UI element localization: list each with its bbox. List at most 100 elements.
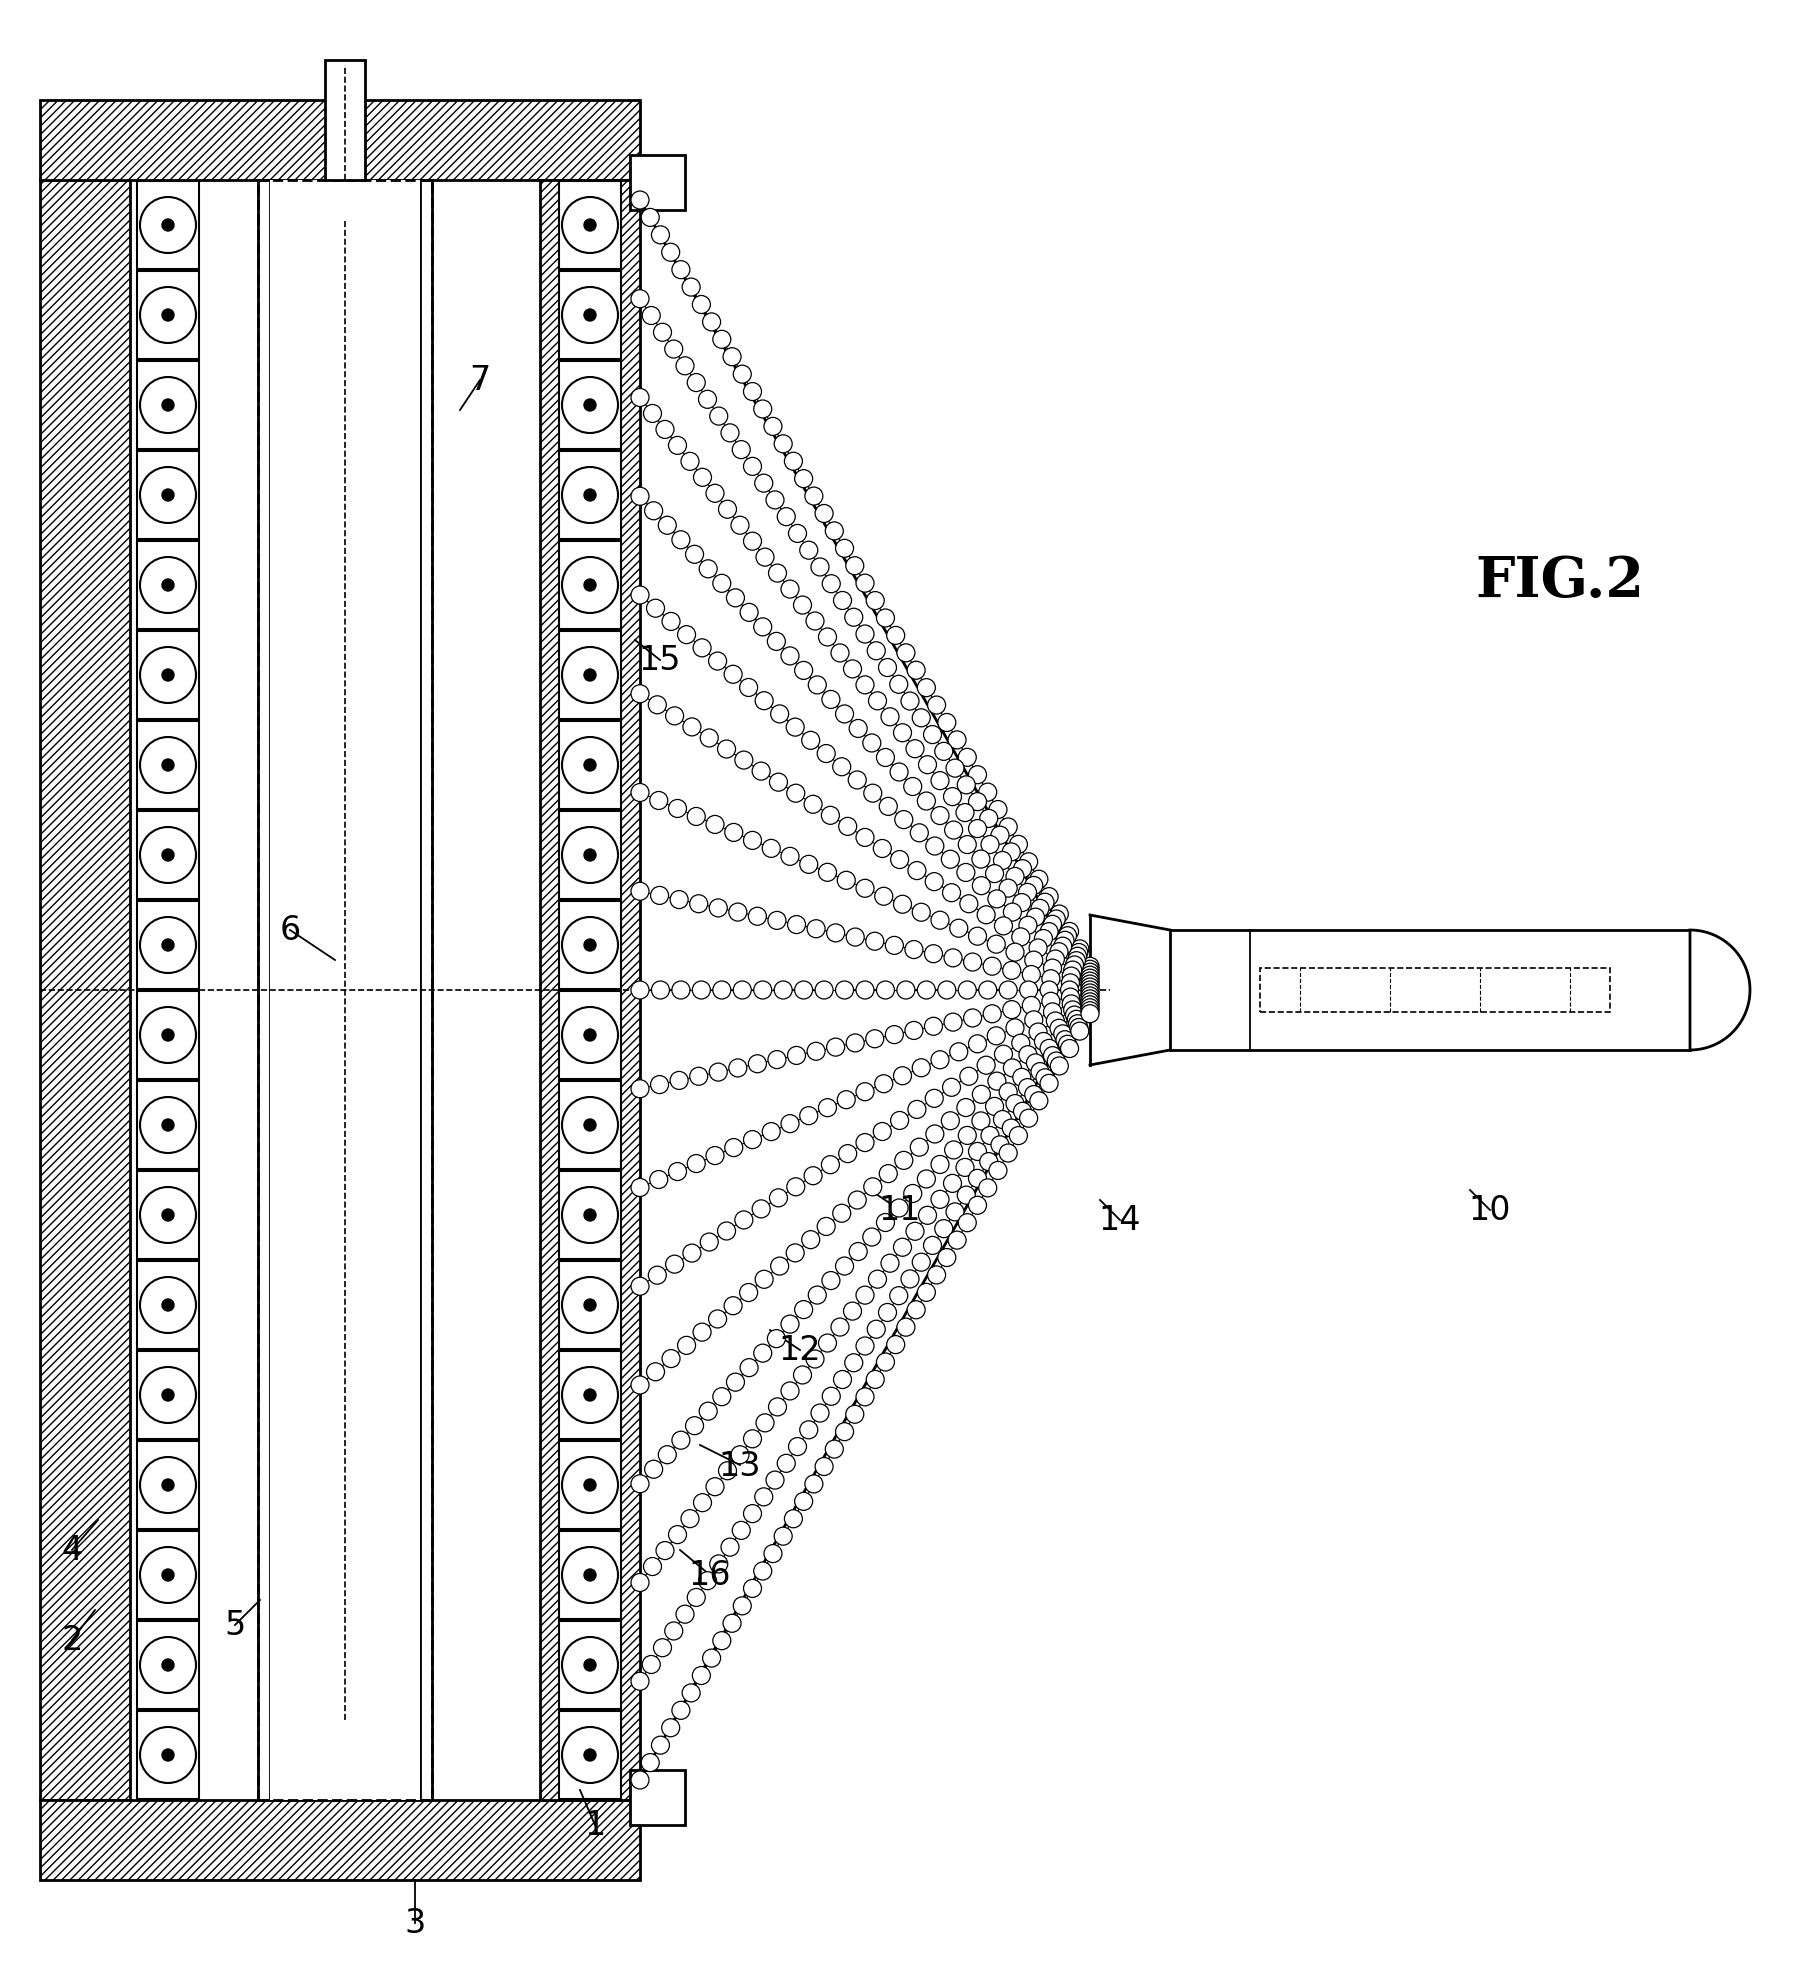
- Bar: [136, 1261, 198, 1348]
- Circle shape: [894, 1152, 913, 1170]
- Circle shape: [140, 1637, 196, 1693]
- Circle shape: [865, 1370, 884, 1388]
- Circle shape: [562, 378, 618, 434]
- Circle shape: [944, 1174, 962, 1192]
- Circle shape: [800, 855, 818, 873]
- Text: 6: 6: [280, 915, 300, 946]
- Circle shape: [1013, 1103, 1031, 1121]
- Circle shape: [838, 1091, 854, 1109]
- Circle shape: [562, 739, 618, 794]
- Circle shape: [838, 871, 854, 889]
- Circle shape: [725, 1138, 744, 1156]
- Circle shape: [978, 784, 996, 802]
- Circle shape: [682, 279, 700, 297]
- Circle shape: [945, 822, 964, 840]
- Circle shape: [744, 1131, 762, 1148]
- Circle shape: [1062, 988, 1080, 1006]
- Circle shape: [1004, 1002, 1020, 1020]
- Text: 14: 14: [1098, 1204, 1142, 1238]
- Circle shape: [856, 626, 874, 644]
- Circle shape: [838, 818, 856, 836]
- Circle shape: [669, 800, 687, 818]
- Circle shape: [754, 1489, 773, 1507]
- Circle shape: [669, 438, 687, 455]
- Circle shape: [562, 1546, 618, 1604]
- Circle shape: [918, 756, 936, 774]
- Circle shape: [771, 705, 789, 723]
- Circle shape: [693, 1495, 711, 1513]
- Circle shape: [562, 647, 618, 703]
- Circle shape: [658, 517, 676, 535]
- Circle shape: [814, 982, 833, 1000]
- Bar: [258, 180, 271, 1800]
- Text: 2: 2: [62, 1624, 82, 1657]
- Circle shape: [584, 940, 596, 952]
- Bar: [558, 1711, 622, 1800]
- Bar: [325, 61, 365, 180]
- Circle shape: [740, 604, 758, 622]
- Circle shape: [958, 776, 974, 794]
- Circle shape: [718, 501, 736, 519]
- Circle shape: [942, 1079, 960, 1097]
- Circle shape: [584, 1479, 596, 1491]
- Circle shape: [584, 760, 596, 772]
- Circle shape: [1040, 1075, 1058, 1093]
- Circle shape: [949, 1043, 967, 1061]
- Circle shape: [1082, 970, 1100, 988]
- Circle shape: [705, 816, 724, 834]
- Circle shape: [1004, 903, 1022, 921]
- Circle shape: [651, 228, 669, 246]
- Circle shape: [793, 1366, 811, 1384]
- Circle shape: [774, 1527, 793, 1546]
- Circle shape: [889, 1287, 907, 1305]
- Circle shape: [1082, 984, 1100, 1002]
- Circle shape: [907, 861, 925, 881]
- Circle shape: [676, 1606, 694, 1624]
- Circle shape: [689, 895, 707, 913]
- Circle shape: [787, 917, 805, 935]
- Circle shape: [140, 198, 196, 253]
- Circle shape: [864, 784, 882, 802]
- Circle shape: [876, 1354, 894, 1372]
- Circle shape: [733, 1598, 751, 1616]
- Circle shape: [918, 679, 936, 697]
- Circle shape: [818, 1335, 836, 1352]
- Circle shape: [958, 1214, 976, 1232]
- Circle shape: [665, 1622, 684, 1639]
- Circle shape: [649, 1170, 667, 1188]
- Circle shape: [993, 1111, 1011, 1129]
- Circle shape: [1082, 964, 1100, 982]
- Circle shape: [731, 1445, 749, 1463]
- Circle shape: [802, 733, 820, 750]
- Circle shape: [1000, 982, 1018, 1000]
- Circle shape: [818, 1218, 834, 1236]
- Circle shape: [631, 487, 649, 507]
- Text: 10: 10: [1469, 1194, 1511, 1228]
- Bar: [558, 901, 622, 990]
- Circle shape: [969, 1196, 987, 1214]
- Circle shape: [562, 1637, 618, 1693]
- Circle shape: [1082, 994, 1100, 1012]
- Circle shape: [584, 849, 596, 861]
- Circle shape: [584, 489, 596, 501]
- Circle shape: [754, 982, 771, 1000]
- Circle shape: [725, 824, 744, 842]
- Circle shape: [894, 812, 913, 830]
- Circle shape: [162, 1299, 175, 1311]
- Circle shape: [1065, 1006, 1084, 1024]
- Circle shape: [693, 297, 711, 315]
- Circle shape: [1027, 909, 1045, 927]
- Circle shape: [1082, 972, 1100, 990]
- Circle shape: [562, 1188, 618, 1243]
- Circle shape: [631, 1081, 649, 1099]
- Circle shape: [918, 982, 936, 1000]
- Circle shape: [140, 1277, 196, 1333]
- Circle shape: [856, 1135, 874, 1152]
- Circle shape: [1020, 982, 1038, 1000]
- Circle shape: [1060, 923, 1078, 940]
- Bar: [40, 101, 640, 180]
- Circle shape: [631, 982, 649, 1000]
- Circle shape: [938, 982, 956, 1000]
- Circle shape: [771, 1257, 789, 1275]
- Circle shape: [687, 1154, 705, 1172]
